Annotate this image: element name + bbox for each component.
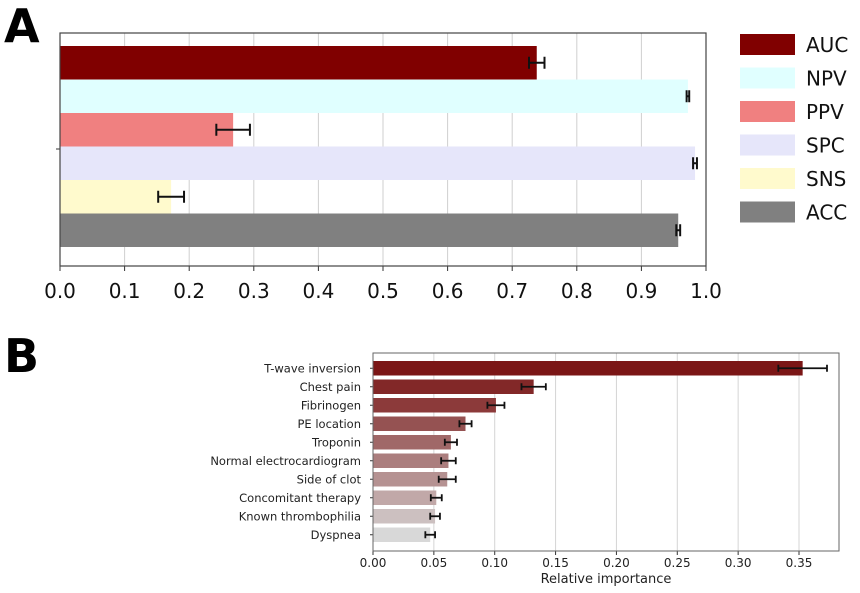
panel-b-label: B [4, 329, 39, 383]
legend-label-auc: AUC [806, 33, 848, 57]
x-tick-label: 1.0 [690, 279, 722, 303]
bar-ppv [60, 113, 234, 147]
x-tick-label: 0.05 [420, 556, 447, 570]
x-tick-label: 0.35 [786, 556, 813, 570]
y-tick-label: Concomitant therapy [239, 491, 361, 505]
legend-label-ppv: PPV [806, 100, 844, 124]
bar-npv [60, 79, 688, 113]
bar-acc [60, 213, 679, 247]
x-tick-label: 0.1 [109, 279, 141, 303]
y-tick-label: Normal electrocardiogram [210, 454, 361, 468]
legend-swatch-acc [740, 201, 795, 223]
panel-a-chart: 0.0 0.1 0.2 0.3 0.4 0.5 0.6 0.7 0.8 0.9 1.0 AUC NPV P… [44, 32, 848, 303]
x-tick-label: 0.6 [432, 279, 464, 303]
x-tick-label: 0.30 [725, 556, 752, 570]
y-tick-label: Fibrinogen [301, 398, 361, 412]
bar [373, 472, 448, 487]
legend-swatch-spc [740, 134, 795, 156]
legend-swatch-auc [740, 34, 795, 55]
x-tick-label: 0.5 [367, 279, 399, 303]
panel-b-xlabel: Relative importance [541, 572, 672, 587]
x-tick-label: 0.00 [360, 556, 387, 570]
x-tick-label: 0.3 [238, 279, 270, 303]
y-tick-label: Dyspnea [311, 528, 361, 542]
bar-spc [60, 146, 696, 180]
bar-sns [60, 180, 172, 214]
panel-a-label: A [4, 0, 40, 53]
y-tick-label: Side of clot [297, 472, 362, 486]
x-tick-label: 0.10 [481, 556, 508, 570]
y-tick-label: Chest pain [300, 380, 361, 394]
bar [373, 435, 451, 450]
x-tick-label: 0.20 [603, 556, 630, 570]
plot-frame [59, 32, 707, 267]
legend-label-acc: ACC [806, 201, 847, 225]
legend-swatch-ppv [740, 101, 795, 122]
y-tick-label: T-wave inversion [263, 361, 361, 375]
legend-swatch-npv [740, 67, 795, 89]
legend-label-sns: SNS [806, 167, 846, 191]
bar [373, 361, 803, 376]
x-tick-label: 0.25 [664, 556, 691, 570]
legend-label-spc: SPC [806, 134, 845, 158]
bar [373, 416, 466, 431]
plot-frame [372, 352, 840, 552]
bar [373, 509, 436, 524]
x-tick-label: 0.4 [302, 279, 334, 303]
bar [373, 379, 534, 394]
x-tick-label: 0.0 [44, 279, 76, 303]
bar [373, 490, 437, 505]
y-tick-label: PE location [298, 417, 362, 431]
x-tick-label: 0.2 [173, 279, 205, 303]
bar [373, 527, 431, 542]
x-tick-label: 0.15 [542, 556, 569, 570]
x-tick-label: 0.7 [496, 279, 528, 303]
x-tick-label: 0.9 [625, 279, 657, 303]
y-tick-label: Known thrombophilia [239, 509, 361, 523]
y-tick-label: Troponin [311, 435, 361, 449]
panel-b-chart: 0.00 0.05 0.10 0.15 0.20 0.25 0.30 0.35 T-wave i… [210, 352, 840, 570]
x-tick-label: 0.8 [561, 279, 593, 303]
bar [373, 453, 449, 468]
bar-auc [60, 46, 537, 80]
bar [373, 398, 496, 413]
legend-swatch-sns [740, 168, 795, 189]
legend-label-npv: NPV [806, 67, 847, 91]
